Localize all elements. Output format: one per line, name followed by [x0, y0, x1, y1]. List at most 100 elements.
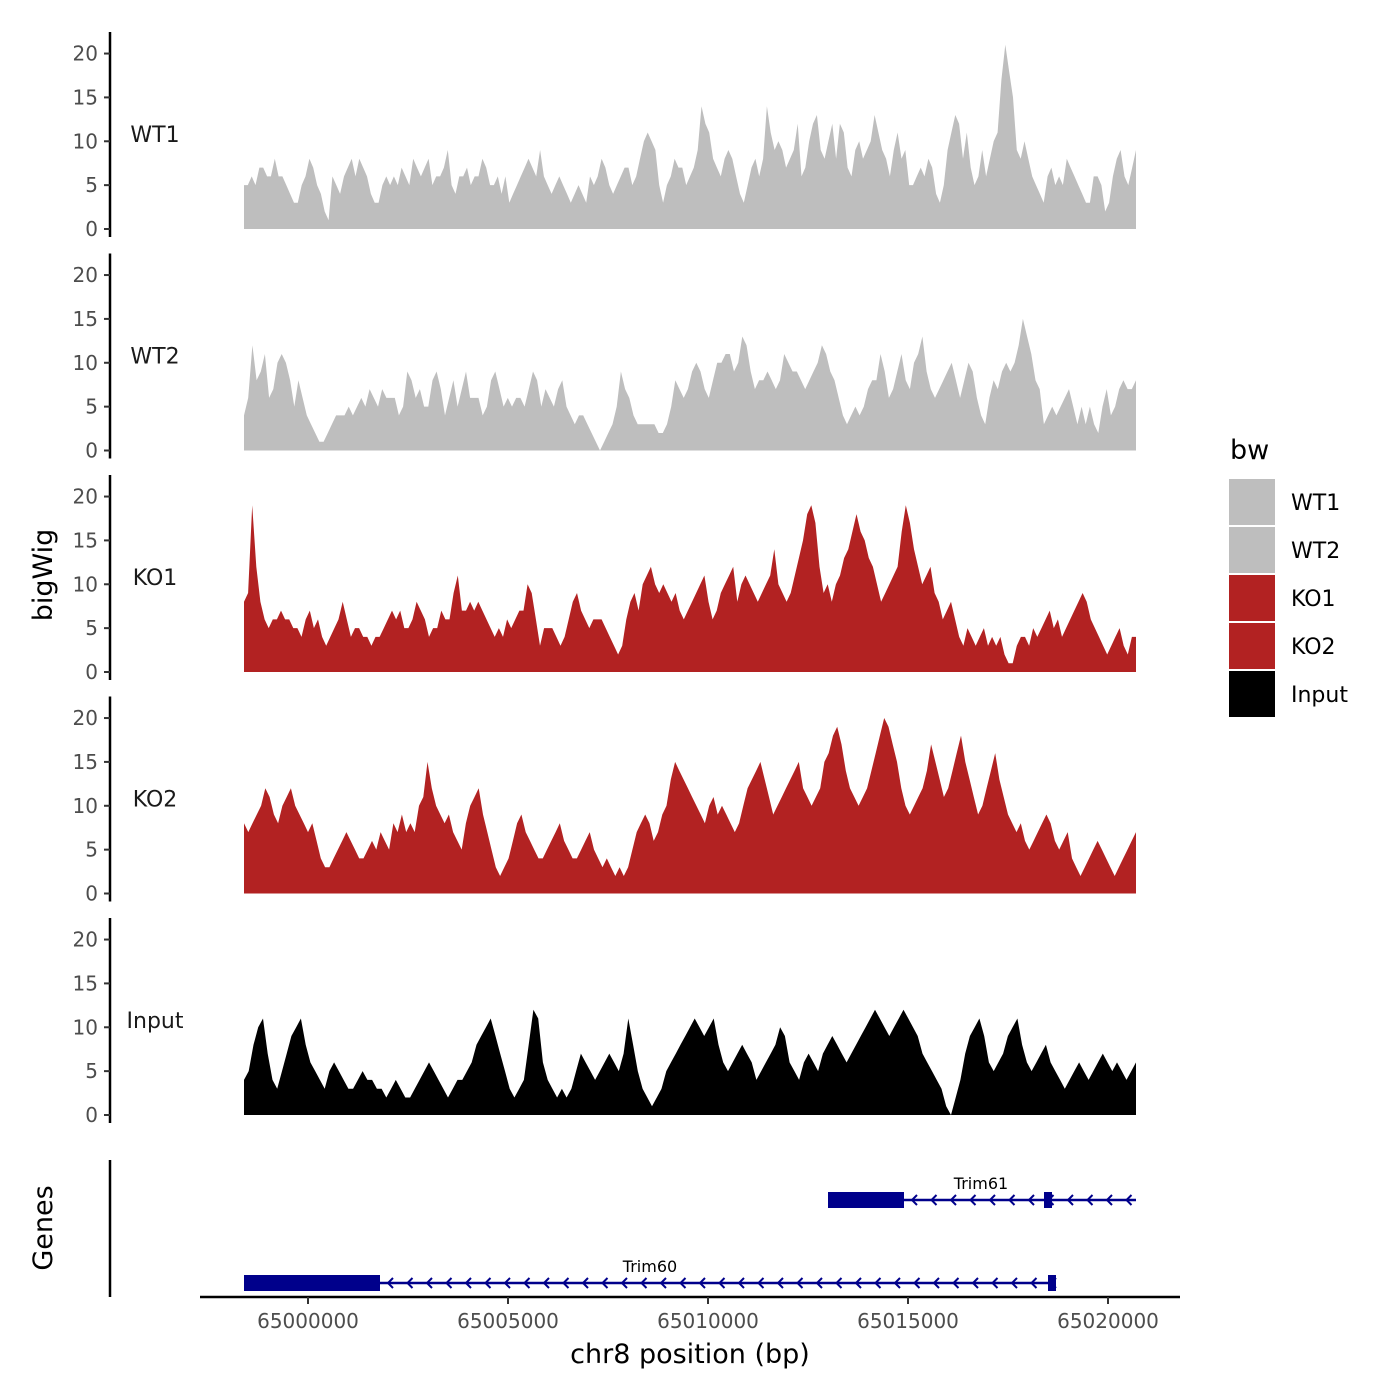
strand-arrow [930, 1194, 938, 1206]
signal-area-wt1 [244, 44, 1136, 229]
y-tick-label: 15 [73, 85, 98, 109]
legend-key-wt1 [1229, 479, 1275, 525]
strand-arrow [1125, 1194, 1133, 1206]
y-tick-label: 0 [85, 1103, 98, 1127]
legend: bw WT1 WT2 KO1 KO2 Input [1229, 435, 1348, 717]
y-tick-label: 20 [73, 263, 98, 287]
strand-arrow [991, 1277, 999, 1289]
strand-arrow [1010, 1277, 1018, 1289]
strand-arrow [952, 1277, 960, 1289]
strand-arrow [913, 1277, 921, 1289]
strand-arrow [640, 1277, 648, 1289]
strand-arrow [815, 1277, 823, 1289]
strand-arrow [776, 1277, 784, 1289]
y-tick-label: 5 [85, 395, 98, 419]
y-tick-label: 10 [73, 794, 98, 818]
strand-arrow [988, 1194, 996, 1206]
strand-arrow [620, 1277, 628, 1289]
legend-key-ko2 [1229, 623, 1275, 669]
legend-label-wt2: WT2 [1291, 539, 1340, 564]
x-tick-label: 65005000 [457, 1309, 559, 1333]
gene-label: Trim61 [953, 1174, 1008, 1193]
signal-area-wt2 [244, 318, 1136, 451]
y-tick-label: 20 [73, 928, 98, 952]
y-tick-label: 15 [73, 307, 98, 331]
strand-arrow [386, 1277, 394, 1289]
y-tick-label: 10 [73, 1015, 98, 1039]
x-tick-label: 65000000 [257, 1309, 359, 1333]
y-tick-label: 5 [85, 616, 98, 640]
legend-label-input: Input [1291, 683, 1348, 708]
x-axis: 65000000 65005000 65010000 65015000 65020000 [200, 1295, 1180, 1333]
strand-arrow [523, 1277, 531, 1289]
gene-exon [828, 1192, 904, 1208]
signal-area-input [244, 1009, 1136, 1115]
strand-arrow [1049, 1277, 1057, 1289]
y-axis-title: bigWig [28, 529, 59, 622]
y-tick-label: 10 [73, 572, 98, 596]
y-tick-label: 5 [85, 838, 98, 862]
strand-arrow [464, 1277, 472, 1289]
y-tick-label: 5 [85, 1059, 98, 1083]
strand-arrow [581, 1277, 589, 1289]
x-tick-label: 65015000 [857, 1309, 959, 1333]
strand-arrow [757, 1277, 765, 1289]
track-label: KO1 [133, 566, 178, 591]
y-tick-label: 15 [73, 750, 98, 774]
strand-arrow [835, 1277, 843, 1289]
y-tick-label: 10 [73, 129, 98, 153]
legend-key-wt2 [1229, 527, 1275, 573]
strand-arrow [1008, 1194, 1016, 1206]
x-tick-label: 65010000 [657, 1309, 759, 1333]
strand-arrow [971, 1277, 979, 1289]
strand-arrow [932, 1277, 940, 1289]
strand-arrow [484, 1277, 492, 1289]
strand-arrow [1086, 1194, 1094, 1206]
y-tick-label: 0 [85, 882, 98, 906]
strand-arrow [698, 1277, 706, 1289]
strand-arrow [893, 1277, 901, 1289]
gene-exon [244, 1275, 380, 1291]
strand-arrow [1066, 1194, 1074, 1206]
genes-panel: Trim61 Trim60 [108, 1160, 1136, 1297]
y-tick-label: 5 [85, 173, 98, 197]
strand-arrow [910, 1194, 918, 1206]
genes-axis-title: Genes [28, 1185, 59, 1270]
track-label: KO2 [133, 788, 178, 813]
x-tick-label: 65020000 [1057, 1309, 1159, 1333]
strand-arrow [796, 1277, 804, 1289]
track-wt2: 0 5 10 15 20 WT2 [73, 253, 1136, 463]
strand-arrow [1105, 1194, 1113, 1206]
strand-arrow [542, 1277, 550, 1289]
strand-arrow [969, 1194, 977, 1206]
legend-label-ko2: KO2 [1291, 635, 1336, 660]
strand-arrow [406, 1277, 414, 1289]
track-ko1: 0 5 10 15 20 KO1 [73, 475, 1136, 684]
strand-arrow [1027, 1194, 1035, 1206]
y-tick-label: 0 [85, 660, 98, 684]
track-ko2: 0 5 10 15 20 KO2 [73, 696, 1136, 906]
legend-key-input [1229, 671, 1275, 717]
legend-label-ko1: KO1 [1291, 587, 1336, 612]
strand-arrow [503, 1277, 511, 1289]
strand-arrow [737, 1277, 745, 1289]
strand-arrow [562, 1277, 570, 1289]
strand-arrow [445, 1277, 453, 1289]
y-tick-label: 15 [73, 971, 98, 995]
signal-area-ko1 [244, 505, 1136, 672]
y-tick-label: 0 [85, 439, 98, 463]
y-tick-label: 10 [73, 351, 98, 375]
x-axis-title: chr8 position (bp) [570, 1339, 810, 1370]
strand-arrow [949, 1194, 957, 1206]
y-tick-label: 0 [85, 217, 98, 241]
strand-arrow [601, 1277, 609, 1289]
strand-arrow [718, 1277, 726, 1289]
gene-trim61: Trim61 [828, 1174, 1136, 1208]
signal-tracks: 0 5 10 15 20 WT1 0 5 10 15 20 WT2 0 5 10 15 20 KO1 0 5 10 15 2… [73, 32, 1136, 1127]
y-tick-label: 20 [73, 706, 98, 730]
track-label: WT1 [130, 123, 179, 148]
strand-arrow [659, 1277, 667, 1289]
strand-arrow [874, 1277, 882, 1289]
y-tick-label: 20 [73, 485, 98, 509]
